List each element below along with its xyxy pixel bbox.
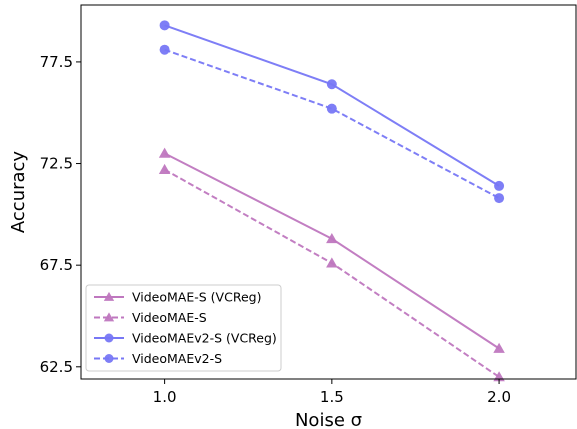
data-point — [493, 342, 505, 353]
legend-swatch-marker — [104, 354, 114, 363]
data-point — [494, 180, 505, 191]
data-point — [494, 193, 505, 204]
data-point — [159, 44, 170, 55]
x-tick-label: 1.0 — [153, 388, 177, 406]
legend-box — [85, 284, 282, 372]
legend-entry: VideoMAEv2-S (VCReg) — [94, 331, 277, 346]
x-tick-label: 2.0 — [487, 388, 511, 406]
legend: VideoMAE-S (VCReg) VideoMAE-S VideoMAEv2-S… — [85, 284, 282, 372]
y-tick-label: 67.5 — [40, 256, 73, 274]
series — [159, 20, 505, 191]
series-line — [164, 48, 500, 199]
plot-area — [158, 20, 505, 382]
legend-label: VideoMAE-S (VCReg) — [132, 290, 261, 305]
data-point — [326, 103, 337, 114]
legend-entry: VideoMAE-S (VCReg) — [94, 290, 261, 305]
data-point — [326, 233, 338, 244]
legend-label: VideoMAEv2-S (VCReg) — [132, 331, 277, 346]
series — [158, 147, 505, 353]
data-point — [326, 79, 337, 90]
series — [159, 44, 505, 204]
y-tick-label: 62.5 — [40, 358, 73, 376]
legend-label: VideoMAE-S — [132, 310, 207, 325]
x-tick-label: 1.5 — [320, 388, 344, 406]
y-tick-label: 72.5 — [40, 155, 73, 173]
legend-swatch-marker — [103, 312, 115, 322]
legend-label: VideoMAEv2-S — [132, 351, 222, 366]
x-axis-label: Noise σ — [295, 410, 362, 429]
data-point — [158, 147, 171, 158]
legend-swatch-marker — [104, 333, 114, 343]
legend-entry: VideoMAEv2-S — [94, 351, 222, 366]
plot-frame — [80, 4, 577, 380]
data-point — [159, 20, 170, 31]
y-tick-label: 77.5 — [40, 53, 73, 71]
axis-ticks: 1.0 1.5 2.0 62.5 67.5 72.5 77.5 — [40, 53, 511, 406]
y-axis-label: Accuracy — [8, 151, 29, 234]
legend-swatch-marker — [103, 291, 115, 301]
data-point — [158, 163, 171, 174]
legend-entry: VideoMAE-S — [94, 310, 207, 325]
data-point — [326, 257, 338, 268]
